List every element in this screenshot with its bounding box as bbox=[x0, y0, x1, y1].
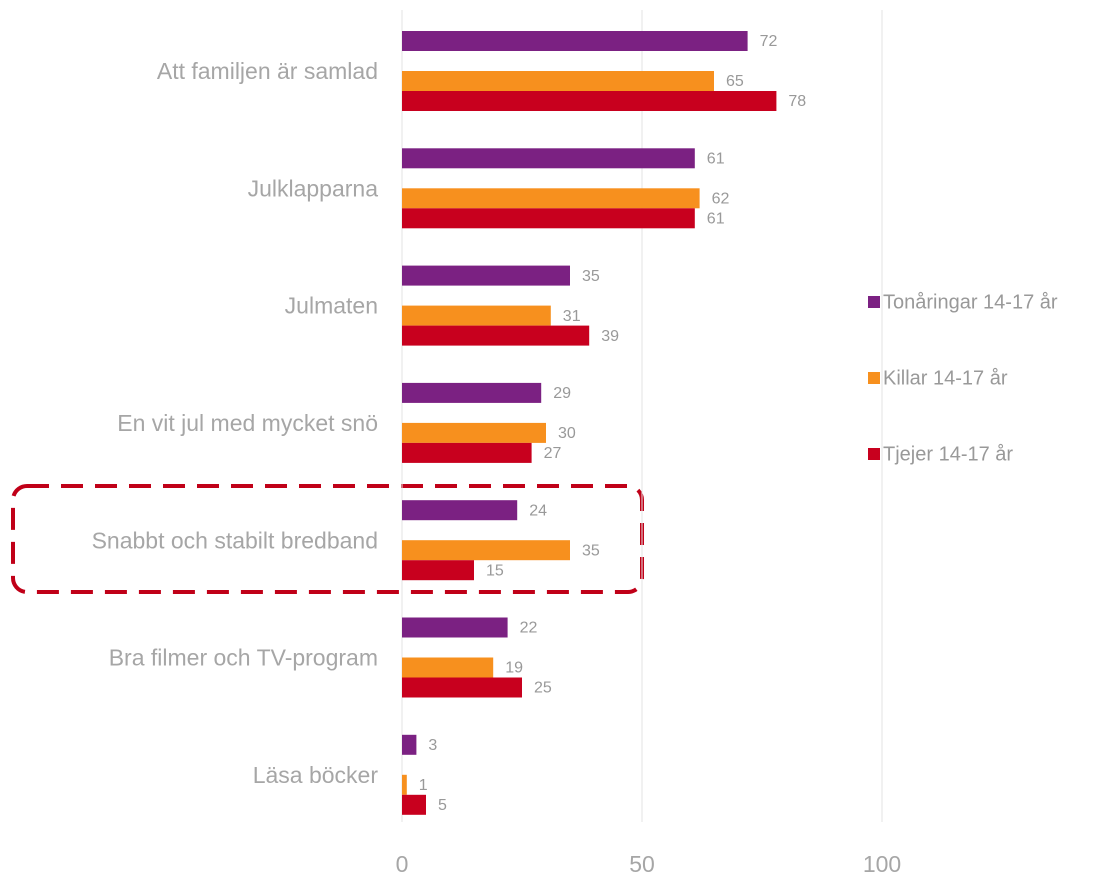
value-label: 31 bbox=[563, 308, 581, 325]
value-label: 30 bbox=[558, 425, 576, 442]
bar bbox=[402, 540, 570, 561]
legend-swatch bbox=[868, 448, 880, 460]
bar bbox=[402, 208, 695, 229]
x-tick-label: 0 bbox=[396, 851, 409, 877]
value-label: 78 bbox=[788, 93, 806, 110]
bar bbox=[402, 265, 570, 286]
category-label: Läsa böcker bbox=[253, 762, 379, 788]
value-label: 19 bbox=[505, 660, 523, 677]
value-label: 1 bbox=[419, 777, 428, 794]
value-label: 72 bbox=[760, 33, 778, 50]
value-label: 65 bbox=[726, 73, 744, 90]
bar bbox=[402, 794, 426, 815]
bar bbox=[402, 657, 494, 678]
x-tick-label: 50 bbox=[629, 851, 655, 877]
x-tick-label: 100 bbox=[863, 851, 901, 877]
legend-label: Tonåringar 14-17 år bbox=[883, 291, 1058, 313]
bar bbox=[402, 305, 551, 326]
bar bbox=[402, 71, 714, 91]
legend-label: Tjejer 14-17 år bbox=[883, 443, 1013, 465]
legend-swatch bbox=[868, 296, 880, 308]
value-label: 61 bbox=[707, 211, 725, 228]
value-label: 25 bbox=[534, 680, 552, 697]
bar bbox=[402, 148, 695, 169]
value-label: 62 bbox=[712, 191, 730, 208]
bar bbox=[402, 617, 508, 638]
category-label: Snabbt och stabilt bredband bbox=[92, 527, 378, 553]
bar bbox=[402, 774, 407, 795]
value-label: 15 bbox=[486, 562, 504, 579]
category-label: Julklapparna bbox=[248, 175, 379, 201]
bar bbox=[402, 325, 590, 346]
category-label: Julmaten bbox=[285, 293, 378, 319]
bar bbox=[402, 500, 518, 521]
bar bbox=[402, 91, 777, 111]
value-label: 27 bbox=[544, 445, 562, 462]
bar bbox=[402, 442, 532, 463]
bar bbox=[402, 734, 417, 755]
category-label: En vit jul med mycket snö bbox=[117, 410, 378, 436]
bar bbox=[402, 382, 542, 403]
legend-label: Killar 14-17 år bbox=[883, 367, 1008, 389]
value-label: 3 bbox=[428, 737, 437, 754]
value-label: 35 bbox=[582, 542, 600, 559]
value-label: 39 bbox=[601, 328, 619, 345]
category-label: Bra filmer och TV-program bbox=[109, 645, 378, 671]
value-label: 5 bbox=[438, 797, 447, 814]
bar bbox=[402, 422, 546, 443]
legend-swatch bbox=[868, 372, 880, 384]
bar bbox=[402, 677, 522, 698]
value-label: 22 bbox=[520, 620, 538, 637]
category-label: Att familjen är samlad bbox=[157, 58, 378, 84]
bar bbox=[402, 560, 474, 581]
value-label: 35 bbox=[582, 268, 600, 285]
value-label: 61 bbox=[707, 151, 725, 168]
bar bbox=[402, 31, 748, 51]
value-label: 29 bbox=[553, 385, 571, 402]
value-label: 24 bbox=[529, 502, 547, 519]
bar bbox=[402, 188, 700, 209]
